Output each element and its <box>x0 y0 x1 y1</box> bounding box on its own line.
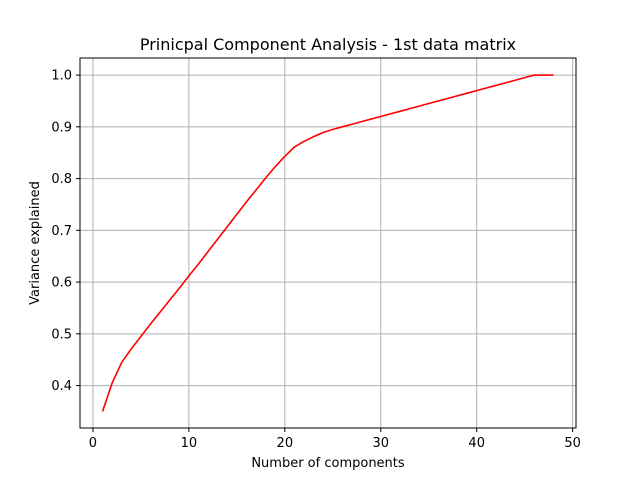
series-layer <box>101 74 554 412</box>
chart-title: Prinicpal Component Analysis - 1st data … <box>140 35 516 54</box>
y-tick-label: 0.5 <box>51 327 72 342</box>
x-axis-label: Number of components <box>251 456 405 471</box>
y-axis-label: Variance explained <box>28 181 43 305</box>
y-tick-label: 0.8 <box>51 172 72 187</box>
y-tick-label: 1.0 <box>51 69 72 84</box>
variance-line <box>101 74 554 412</box>
y-tick-label: 0.9 <box>51 120 72 135</box>
y-tick-label: 0.4 <box>51 379 72 394</box>
x-tick-label: 40 <box>468 436 485 451</box>
y-tick-label: 0.7 <box>51 224 72 239</box>
x-axis-ticks: 0 10 20 30 40 50 <box>89 428 581 451</box>
x-tick-label: 10 <box>181 436 198 451</box>
y-axis-ticks: 0.4 0.5 0.6 0.7 0.8 0.9 1.0 <box>51 69 80 394</box>
x-tick-label: 30 <box>372 436 389 451</box>
grid <box>80 58 576 428</box>
y-tick-label: 0.6 <box>51 276 72 291</box>
x-tick-label: 20 <box>277 436 294 451</box>
x-tick-label: 50 <box>564 436 581 451</box>
axes-frame <box>79 57 577 429</box>
x-tick-label: 0 <box>89 436 97 451</box>
